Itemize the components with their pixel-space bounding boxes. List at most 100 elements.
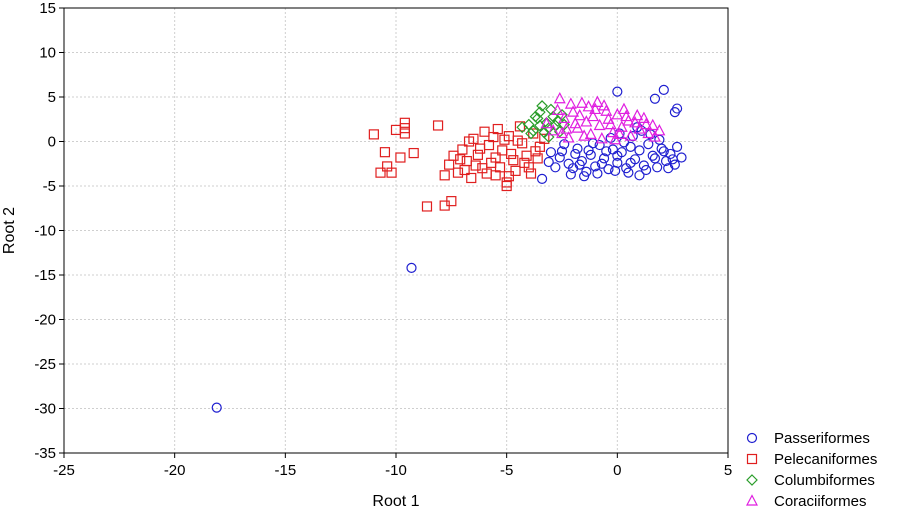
data-point xyxy=(395,152,406,163)
data-point xyxy=(591,95,604,107)
data-point xyxy=(653,124,666,136)
y-tick-label: -15 xyxy=(34,267,56,284)
data-point xyxy=(613,127,626,139)
data-point xyxy=(481,168,492,179)
data-point xyxy=(592,168,603,179)
legend-label: Pelecaniformes xyxy=(774,451,877,468)
x-axis-title: Root 1 xyxy=(372,493,419,510)
data-point xyxy=(466,172,477,184)
data-point xyxy=(649,153,661,164)
data-point xyxy=(574,159,585,170)
data-point xyxy=(558,111,571,123)
data-point xyxy=(598,153,610,164)
data-point xyxy=(629,116,642,128)
y-axis-title: Root 2 xyxy=(1,207,18,254)
data-point xyxy=(556,108,568,121)
data-point xyxy=(593,118,606,131)
data-point xyxy=(569,116,582,129)
data-point xyxy=(586,109,599,122)
data-point xyxy=(508,155,519,166)
legend: Passeriformes Pelecaniformes Columbiformes… xyxy=(746,430,877,510)
data-point xyxy=(567,105,580,117)
data-point xyxy=(600,104,613,116)
data-point xyxy=(647,150,658,161)
data-point xyxy=(560,122,573,134)
data-point xyxy=(612,86,623,97)
data-point xyxy=(652,162,663,173)
legend-marker xyxy=(746,474,758,486)
data-point xyxy=(545,147,557,158)
data-point xyxy=(642,126,655,139)
x-tick-label: -10 xyxy=(385,462,407,479)
data-point xyxy=(573,108,586,121)
legend-marker xyxy=(746,432,758,444)
legend-item: Coraciiformes xyxy=(746,493,867,510)
data-point xyxy=(519,157,530,168)
data-point xyxy=(368,129,379,140)
legend-item: Pelecaniformes xyxy=(746,451,877,468)
data-point xyxy=(375,167,386,178)
data-point xyxy=(579,171,590,182)
data-point xyxy=(623,167,634,178)
x-tick-label: -20 xyxy=(164,462,186,479)
data-point xyxy=(556,126,568,139)
data-point xyxy=(596,158,607,169)
data-point xyxy=(663,163,674,174)
data-point xyxy=(408,147,419,159)
data-point xyxy=(622,114,635,126)
data-point xyxy=(669,107,680,118)
data-point xyxy=(547,124,560,136)
data-point xyxy=(610,165,621,176)
data-point xyxy=(609,132,622,145)
data-point xyxy=(444,159,455,170)
axis-ticks: -25 -20 -15 -10 -5 0 5 15 10 5 0 -5 -10 -15 -20 -25 -30 -… xyxy=(34,0,732,479)
data-point xyxy=(379,147,391,158)
data-point xyxy=(399,123,410,134)
legend-label: Passeriformes xyxy=(774,430,870,447)
data-point xyxy=(617,102,630,115)
data-point xyxy=(634,170,645,181)
data-point xyxy=(399,117,410,128)
data-point xyxy=(551,103,564,115)
data-point xyxy=(641,164,652,176)
data-point xyxy=(512,135,523,146)
data-point xyxy=(671,141,683,152)
data-point xyxy=(472,149,483,160)
data-point xyxy=(667,154,678,165)
y-tick-label: -20 xyxy=(34,312,56,329)
data-point xyxy=(529,110,542,123)
x-tick-label: 0 xyxy=(613,462,621,479)
data-point xyxy=(646,118,659,131)
legend-label: Coraciiformes xyxy=(774,493,867,510)
data-point xyxy=(448,150,459,161)
data-point xyxy=(658,146,669,157)
data-point xyxy=(570,148,581,160)
data-point xyxy=(452,167,464,178)
data-point xyxy=(543,156,554,168)
y-tick-label: -30 xyxy=(34,401,56,418)
data-point xyxy=(584,127,597,139)
data-point xyxy=(603,163,614,175)
data-point xyxy=(532,153,543,164)
data-point xyxy=(594,139,605,151)
data-point xyxy=(649,93,661,104)
data-point xyxy=(583,145,594,156)
data-point xyxy=(612,150,623,161)
data-point xyxy=(540,116,553,129)
x-tick-label: -15 xyxy=(274,462,296,479)
data-point xyxy=(421,201,433,212)
data-point xyxy=(439,170,450,181)
data-point xyxy=(505,148,517,160)
data-point xyxy=(625,141,636,152)
data-point xyxy=(575,96,588,108)
data-point xyxy=(554,152,565,163)
data-point xyxy=(564,97,577,109)
data-point xyxy=(510,165,521,176)
data-point xyxy=(590,161,601,172)
data-point xyxy=(463,136,475,147)
data-point xyxy=(446,196,457,207)
y-tick-label: 15 xyxy=(39,0,56,17)
data-point xyxy=(455,154,466,165)
legend-item: Passeriformes xyxy=(746,430,870,447)
